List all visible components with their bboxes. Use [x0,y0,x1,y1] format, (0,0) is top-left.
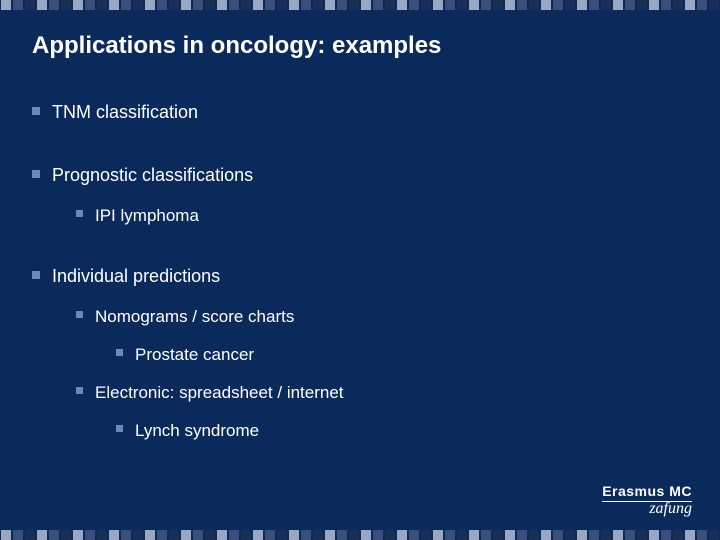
square-bullet-icon [32,170,40,178]
bullet-item: Prostate cancer [116,343,688,367]
square-bullet-icon [76,210,83,217]
logo-line1: Erasmus MC [602,483,692,499]
bullet-text: Lynch syndrome [135,419,259,443]
top-dashed-border [0,0,720,10]
bullet-text: Prognostic classifications [52,163,253,188]
bullet-text: Prostate cancer [135,343,254,367]
bullet-text: Nomograms / score charts [95,305,294,329]
bullet-item: Prognostic classifications [32,163,688,188]
slide-title: Applications in oncology: examples [32,32,688,60]
logo-line2: zafung [602,500,692,518]
square-bullet-icon [76,311,83,318]
square-bullet-icon [76,387,83,394]
erasmus-mc-logo: Erasmus MC zafung [602,483,692,518]
square-bullet-icon [116,425,123,432]
bullet-item: Lynch syndrome [116,419,688,443]
square-bullet-icon [32,107,40,115]
bullet-text: IPI lymphoma [95,204,199,228]
bullet-item: TNM classification [32,100,688,125]
bullet-text: Electronic: spreadsheet / internet [95,381,344,405]
slide-body: TNM classification Prognostic classifica… [32,100,688,451]
bullet-text: TNM classification [52,100,198,125]
bottom-dashed-border [0,530,720,540]
bullet-item: Individual predictions [32,264,688,289]
bullet-text: Individual predictions [52,264,220,289]
square-bullet-icon [32,271,40,279]
bullet-item: Electronic: spreadsheet / internet [76,381,688,405]
square-bullet-icon [116,349,123,356]
bullet-item: IPI lymphoma [76,204,688,228]
bullet-item: Nomograms / score charts [76,305,688,329]
